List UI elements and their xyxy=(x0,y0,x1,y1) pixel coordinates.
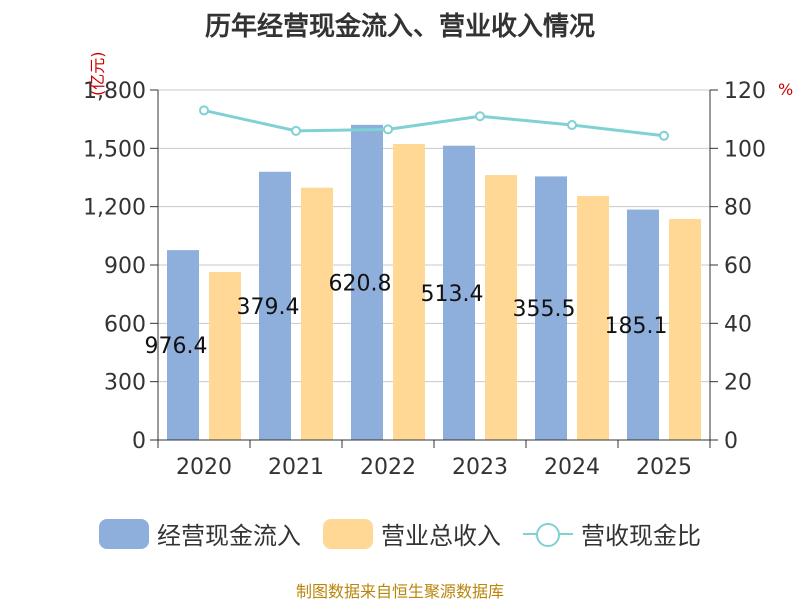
bar-revenue-overlay xyxy=(669,219,701,440)
right-tick-label: 100 xyxy=(724,137,766,162)
data-label-cash-inflow: 185.16 xyxy=(605,314,682,339)
x-tick-label: 2021 xyxy=(268,455,324,480)
bar-cash-inflow xyxy=(627,209,659,440)
right-axis-unit: % xyxy=(778,80,794,99)
bar-revenue-overlay xyxy=(393,144,425,441)
right-tick-label: 40 xyxy=(724,312,752,337)
right-tick-label: 80 xyxy=(724,196,752,221)
left-tick-label: 300 xyxy=(104,371,146,396)
left-tick-label: 1,200 xyxy=(83,196,146,221)
data-label-cash-inflow: 355.57 xyxy=(513,297,590,322)
bar-cash-inflow xyxy=(259,171,291,440)
data-label-cash-inflow: 513.43 xyxy=(421,282,498,307)
bar-cash-inflow xyxy=(351,124,383,441)
legend-label-ratio: 营收现金比 xyxy=(581,522,701,550)
chart-title: 历年经营现金流入、营业收入情况 xyxy=(204,12,595,42)
ratio-point xyxy=(659,130,669,141)
legend: 经营现金流入 营业总收入 营收现金比 xyxy=(0,516,800,551)
ratio-point xyxy=(567,120,577,130)
bar-revenue-overlay xyxy=(301,187,333,440)
x-tick-label: 2023 xyxy=(452,455,508,480)
legend-swatch-ratio xyxy=(523,519,573,549)
data-source-note: 制图数据来自恒生聚源数据库 xyxy=(295,582,504,601)
bar-cash-inflow xyxy=(443,145,475,441)
legend-item-cash-inflow[interactable]: 经营现金流入 xyxy=(99,516,301,551)
left-tick-label: 1,500 xyxy=(83,137,146,162)
right-tick-label: 60 xyxy=(724,254,752,279)
data-label-cash-inflow: 976.42 xyxy=(145,334,222,359)
x-tick-label: 2022 xyxy=(360,455,416,480)
data-label-cash-inflow: 620.86 xyxy=(329,271,406,296)
legend-label-revenue: 营业总收入 xyxy=(381,522,501,550)
legend-item-revenue[interactable]: 营业总收入 xyxy=(323,516,501,551)
ratio-point xyxy=(199,105,209,116)
left-tick-label: 0 xyxy=(132,429,146,454)
ratio-point xyxy=(383,124,393,135)
legend-swatch-revenue xyxy=(323,518,373,549)
bar-revenue-overlay xyxy=(209,272,241,440)
right-tick-label: 20 xyxy=(724,371,752,396)
left-tick-label: 600 xyxy=(104,312,146,337)
x-tick-label: 2024 xyxy=(544,455,600,480)
left-tick-label: 1,800 xyxy=(83,79,146,104)
data-label-cash-inflow: 379.46 xyxy=(237,295,314,320)
x-tick-label: 2025 xyxy=(636,455,692,480)
ratio-line xyxy=(203,108,665,138)
legend-label-cash-inflow: 经营现金流入 xyxy=(157,522,301,550)
bar-revenue-overlay xyxy=(577,195,609,440)
ratio-point xyxy=(475,111,485,122)
left-axis-unit: (亿元) xyxy=(88,51,107,97)
x-tick-label: 2020 xyxy=(176,455,232,480)
right-tick-label: 120 xyxy=(724,79,766,104)
bar-cash-inflow xyxy=(535,176,567,441)
right-tick-label: 0 xyxy=(724,429,738,454)
left-tick-label: 900 xyxy=(104,254,146,279)
bar-cash-inflow xyxy=(167,250,199,440)
legend-item-ratio[interactable]: 营收现金比 xyxy=(523,516,701,551)
legend-swatch-cash-inflow xyxy=(99,518,149,549)
ratio-point xyxy=(291,125,301,136)
bar-revenue-overlay xyxy=(485,175,517,440)
